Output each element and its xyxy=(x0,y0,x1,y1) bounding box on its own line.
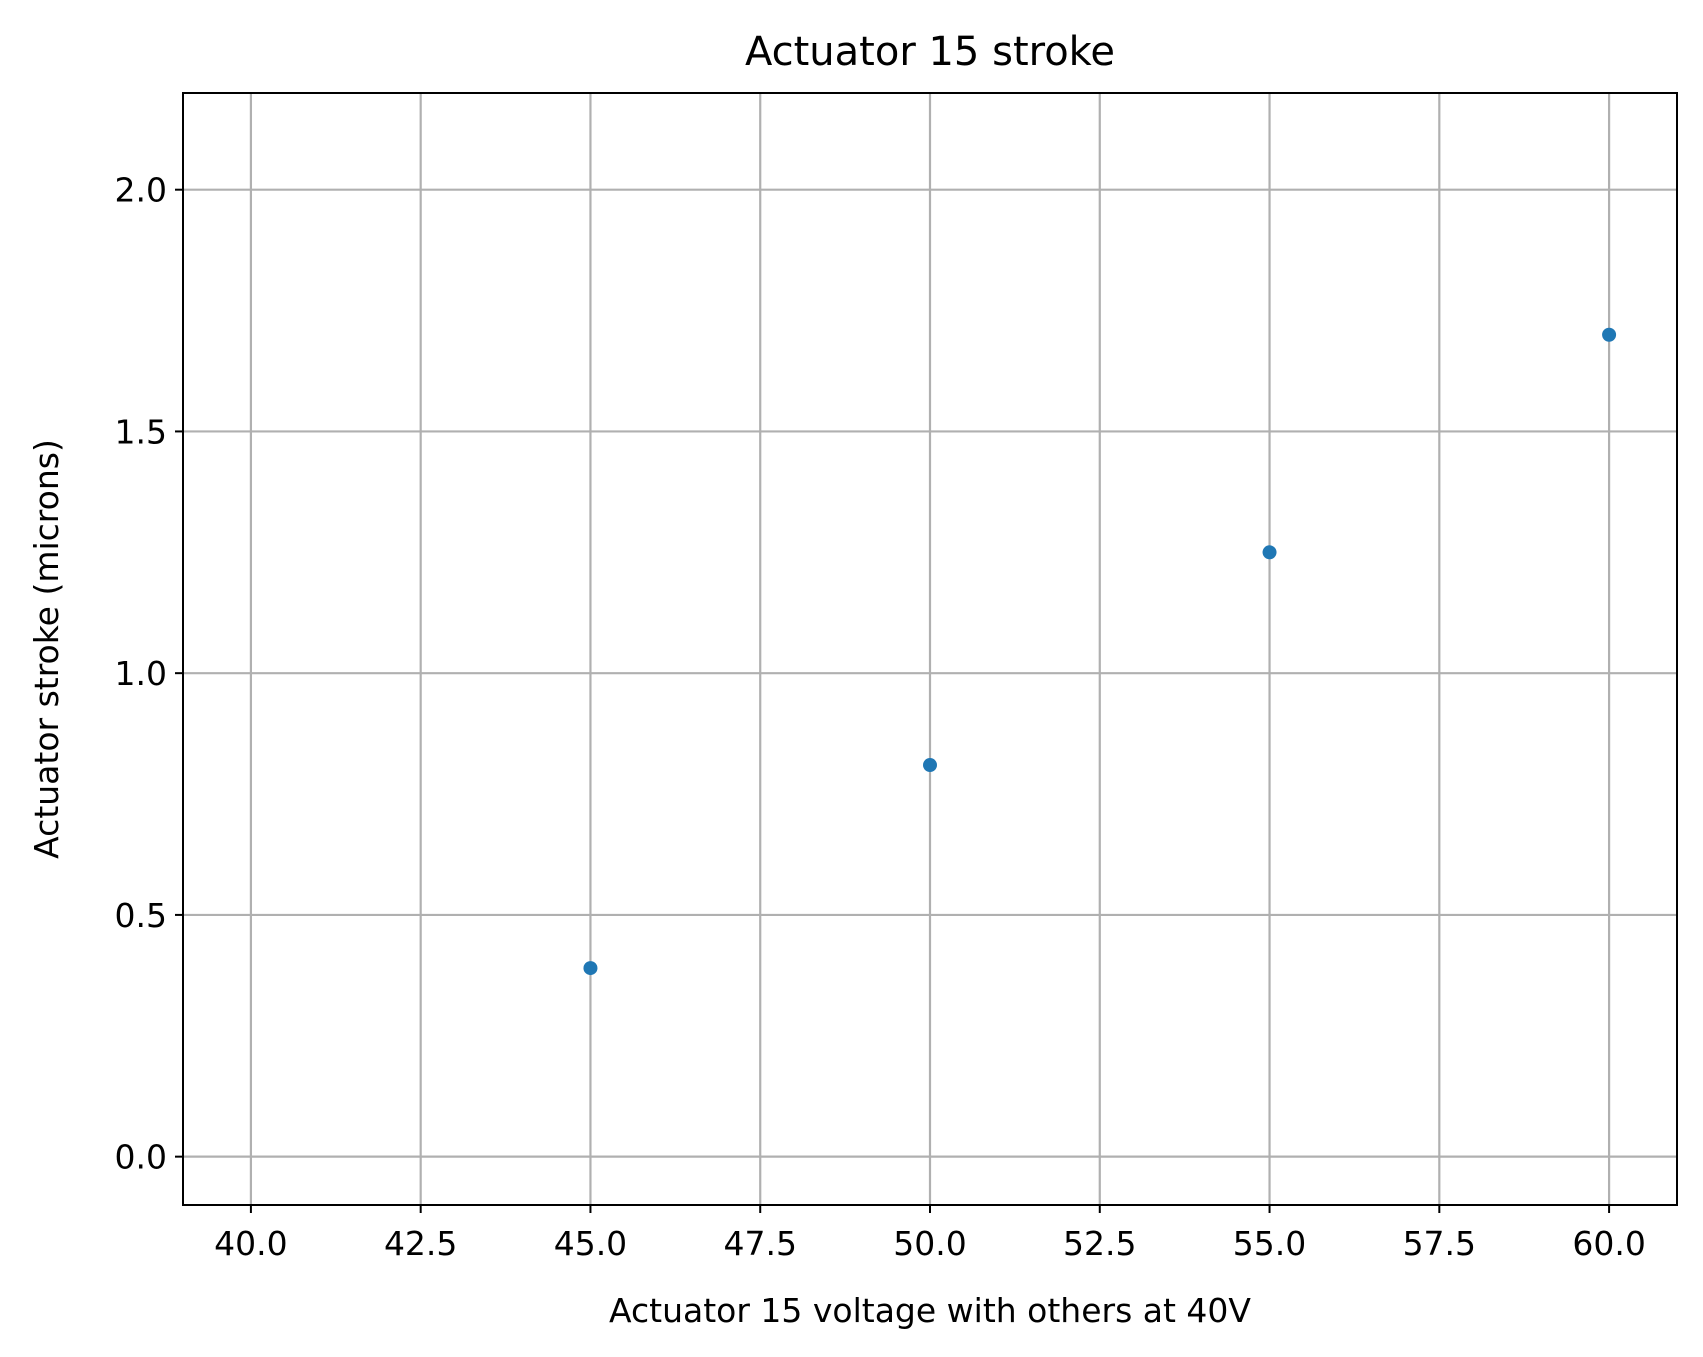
chart-title: Actuator 15 stroke xyxy=(745,29,1115,75)
y-tick-label: 2.0 xyxy=(115,171,167,210)
data-point xyxy=(1602,327,1617,342)
x-tick-label: 40.0 xyxy=(214,1224,287,1263)
y-tick-label: 1.5 xyxy=(115,412,167,451)
grid xyxy=(183,93,1677,1205)
data-point xyxy=(923,758,937,773)
y-tick-label: 1.0 xyxy=(115,654,167,693)
axis-ticks: 40.0 42.5 45.0 47.5 50.0 52.5 55.0 57.5 60.0 0.0 0… xyxy=(115,171,1646,1263)
x-axis-label: Actuator 15 voltage with others at 40V xyxy=(609,1291,1251,1330)
data-point xyxy=(583,961,598,976)
x-tick-label: 50.0 xyxy=(893,1224,966,1263)
x-tick-label: 45.0 xyxy=(554,1224,627,1263)
x-tick-label: 47.5 xyxy=(723,1224,796,1263)
scatter-series xyxy=(583,327,1617,976)
x-tick-label: 42.5 xyxy=(384,1224,457,1263)
data-point xyxy=(1262,545,1277,560)
x-tick-label: 57.5 xyxy=(1403,1224,1476,1263)
y-axis-label: Actuator stroke (microns) xyxy=(27,439,66,859)
y-tick-label: 0.5 xyxy=(115,896,167,935)
y-tick-label: 0.0 xyxy=(115,1138,167,1177)
x-tick-label: 60.0 xyxy=(1572,1224,1645,1263)
x-tick-label: 52.5 xyxy=(1063,1224,1136,1263)
x-tick-label: 55.0 xyxy=(1233,1224,1306,1263)
